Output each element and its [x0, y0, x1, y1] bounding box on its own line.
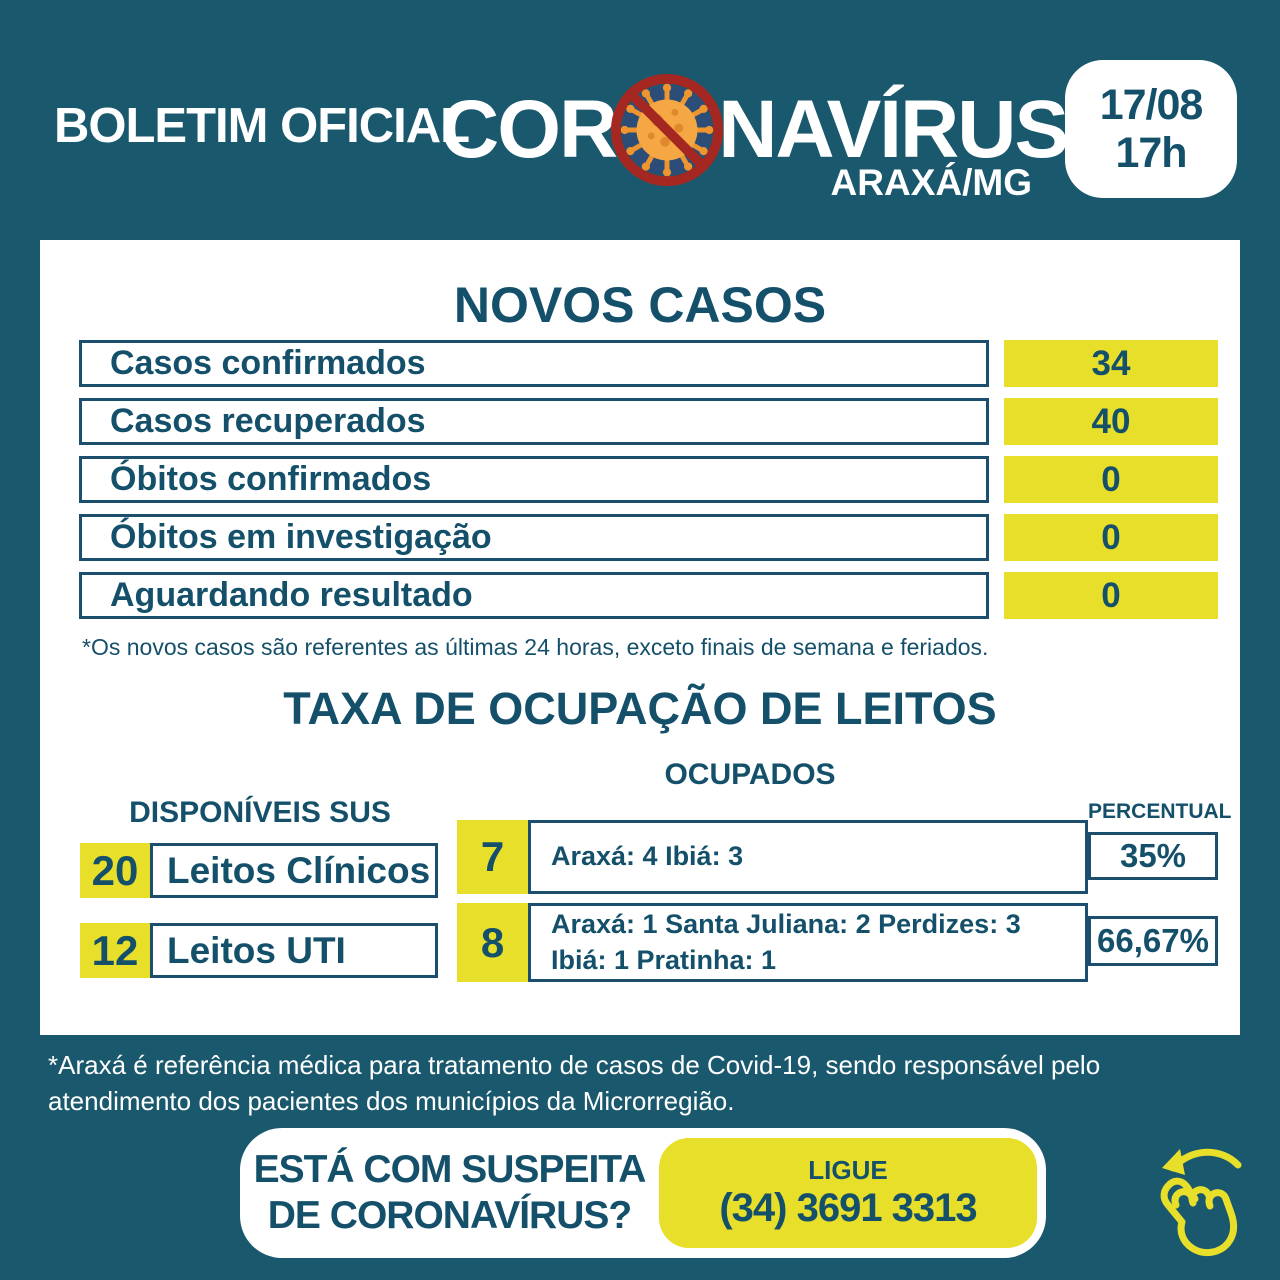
- cta-banner: ESTÁ COM SUSPEITA DE CORONAVÍRUS? LIGUE …: [240, 1128, 1046, 1258]
- leitos-uti-label: Leitos UTI: [150, 923, 438, 978]
- column-header-percentual: PERCENTUAL: [1088, 800, 1232, 823]
- table-row: Óbitos confirmados 0: [40, 456, 1240, 503]
- no-coronavirus-icon: [608, 71, 726, 189]
- row-value: 40: [1004, 398, 1218, 445]
- row-value: 0: [1004, 514, 1218, 561]
- row-label: Casos confirmados: [79, 340, 989, 387]
- call-phone-button[interactable]: LIGUE (34) 3691 3313: [659, 1138, 1037, 1248]
- cta-question-line1: ESTÁ COM SUSPEITA: [253, 1147, 647, 1191]
- leitos-clinicos-label: Leitos Clínicos: [150, 843, 438, 898]
- cta-question: ESTÁ COM SUSPEITA DE CORONAVÍRUS?: [240, 1147, 659, 1239]
- disponiveis-uti-value: 12: [80, 923, 150, 978]
- row-label: Aguardando resultado: [79, 572, 989, 619]
- reference-footnote: *Araxá é referência médica para tratamen…: [48, 1050, 1101, 1116]
- stats-card: NOVOS CASOS Casos confirmados 34 Casos r…: [40, 240, 1240, 1035]
- table-row: Óbitos em investigação 0: [40, 514, 1240, 561]
- swipe-hand-icon: [1140, 1132, 1252, 1266]
- column-header-ocupados: OCUPADOS: [664, 758, 836, 791]
- bulletin-title: COR: [440, 62, 1069, 198]
- table-row: Casos confirmados 34: [40, 340, 1240, 387]
- row-label: Casos recuperados: [79, 398, 989, 445]
- novos-casos-title: NOVOS CASOS: [453, 277, 827, 333]
- badge-date: 17/08: [1099, 80, 1204, 129]
- date-badge: 17/08 17h: [1065, 60, 1237, 198]
- title-suffix: NAVÍRUS: [718, 84, 1069, 175]
- column-header-disponiveis: DISPONÍVEIS SUS: [129, 796, 391, 829]
- bulletin-pretitle: BOLETIM OFICIAL: [54, 99, 470, 153]
- percentual-clinicos: 35%: [1088, 832, 1218, 880]
- novos-casos-table: Casos confirmados 34 Casos recuperados 4…: [40, 340, 1240, 630]
- row-label: Óbitos confirmados: [79, 456, 989, 503]
- novos-casos-footnote: *Os novos casos são referentes as última…: [82, 634, 989, 660]
- disponiveis-clinicos-value: 20: [80, 843, 150, 898]
- badge-time: 17h: [1115, 129, 1187, 177]
- ocupados-uti-detail: Araxá: 1 Santa Juliana: 2 Perdizes: 3 Ib…: [528, 903, 1088, 982]
- city-subtitle: ARAXÁ/MG: [830, 162, 1032, 203]
- row-value: 0: [1004, 572, 1218, 619]
- ocupados-clinicos-value: 7: [457, 820, 528, 894]
- ocupacao-title: TAXA DE OCUPAÇÃO DE LEITOS: [283, 683, 997, 734]
- row-value: 34: [1004, 340, 1218, 387]
- ocupados-clinicos-detail: Araxá: 4 Ibiá: 3: [528, 820, 1088, 894]
- percentual-uti: 66,67%: [1088, 916, 1218, 966]
- table-row: Aguardando resultado 0: [40, 572, 1240, 619]
- ligue-label: LIGUE: [808, 1155, 888, 1185]
- ocupados-uti-value: 8: [457, 903, 528, 982]
- phone-number: (34) 3691 3313: [719, 1186, 977, 1230]
- table-row: Casos recuperados 40: [40, 398, 1240, 445]
- row-value: 0: [1004, 456, 1218, 503]
- cta-question-line2: DE CORONAVÍRUS?: [267, 1194, 632, 1237]
- title-prefix: COR: [440, 84, 618, 175]
- row-label: Óbitos em investigação: [79, 514, 989, 561]
